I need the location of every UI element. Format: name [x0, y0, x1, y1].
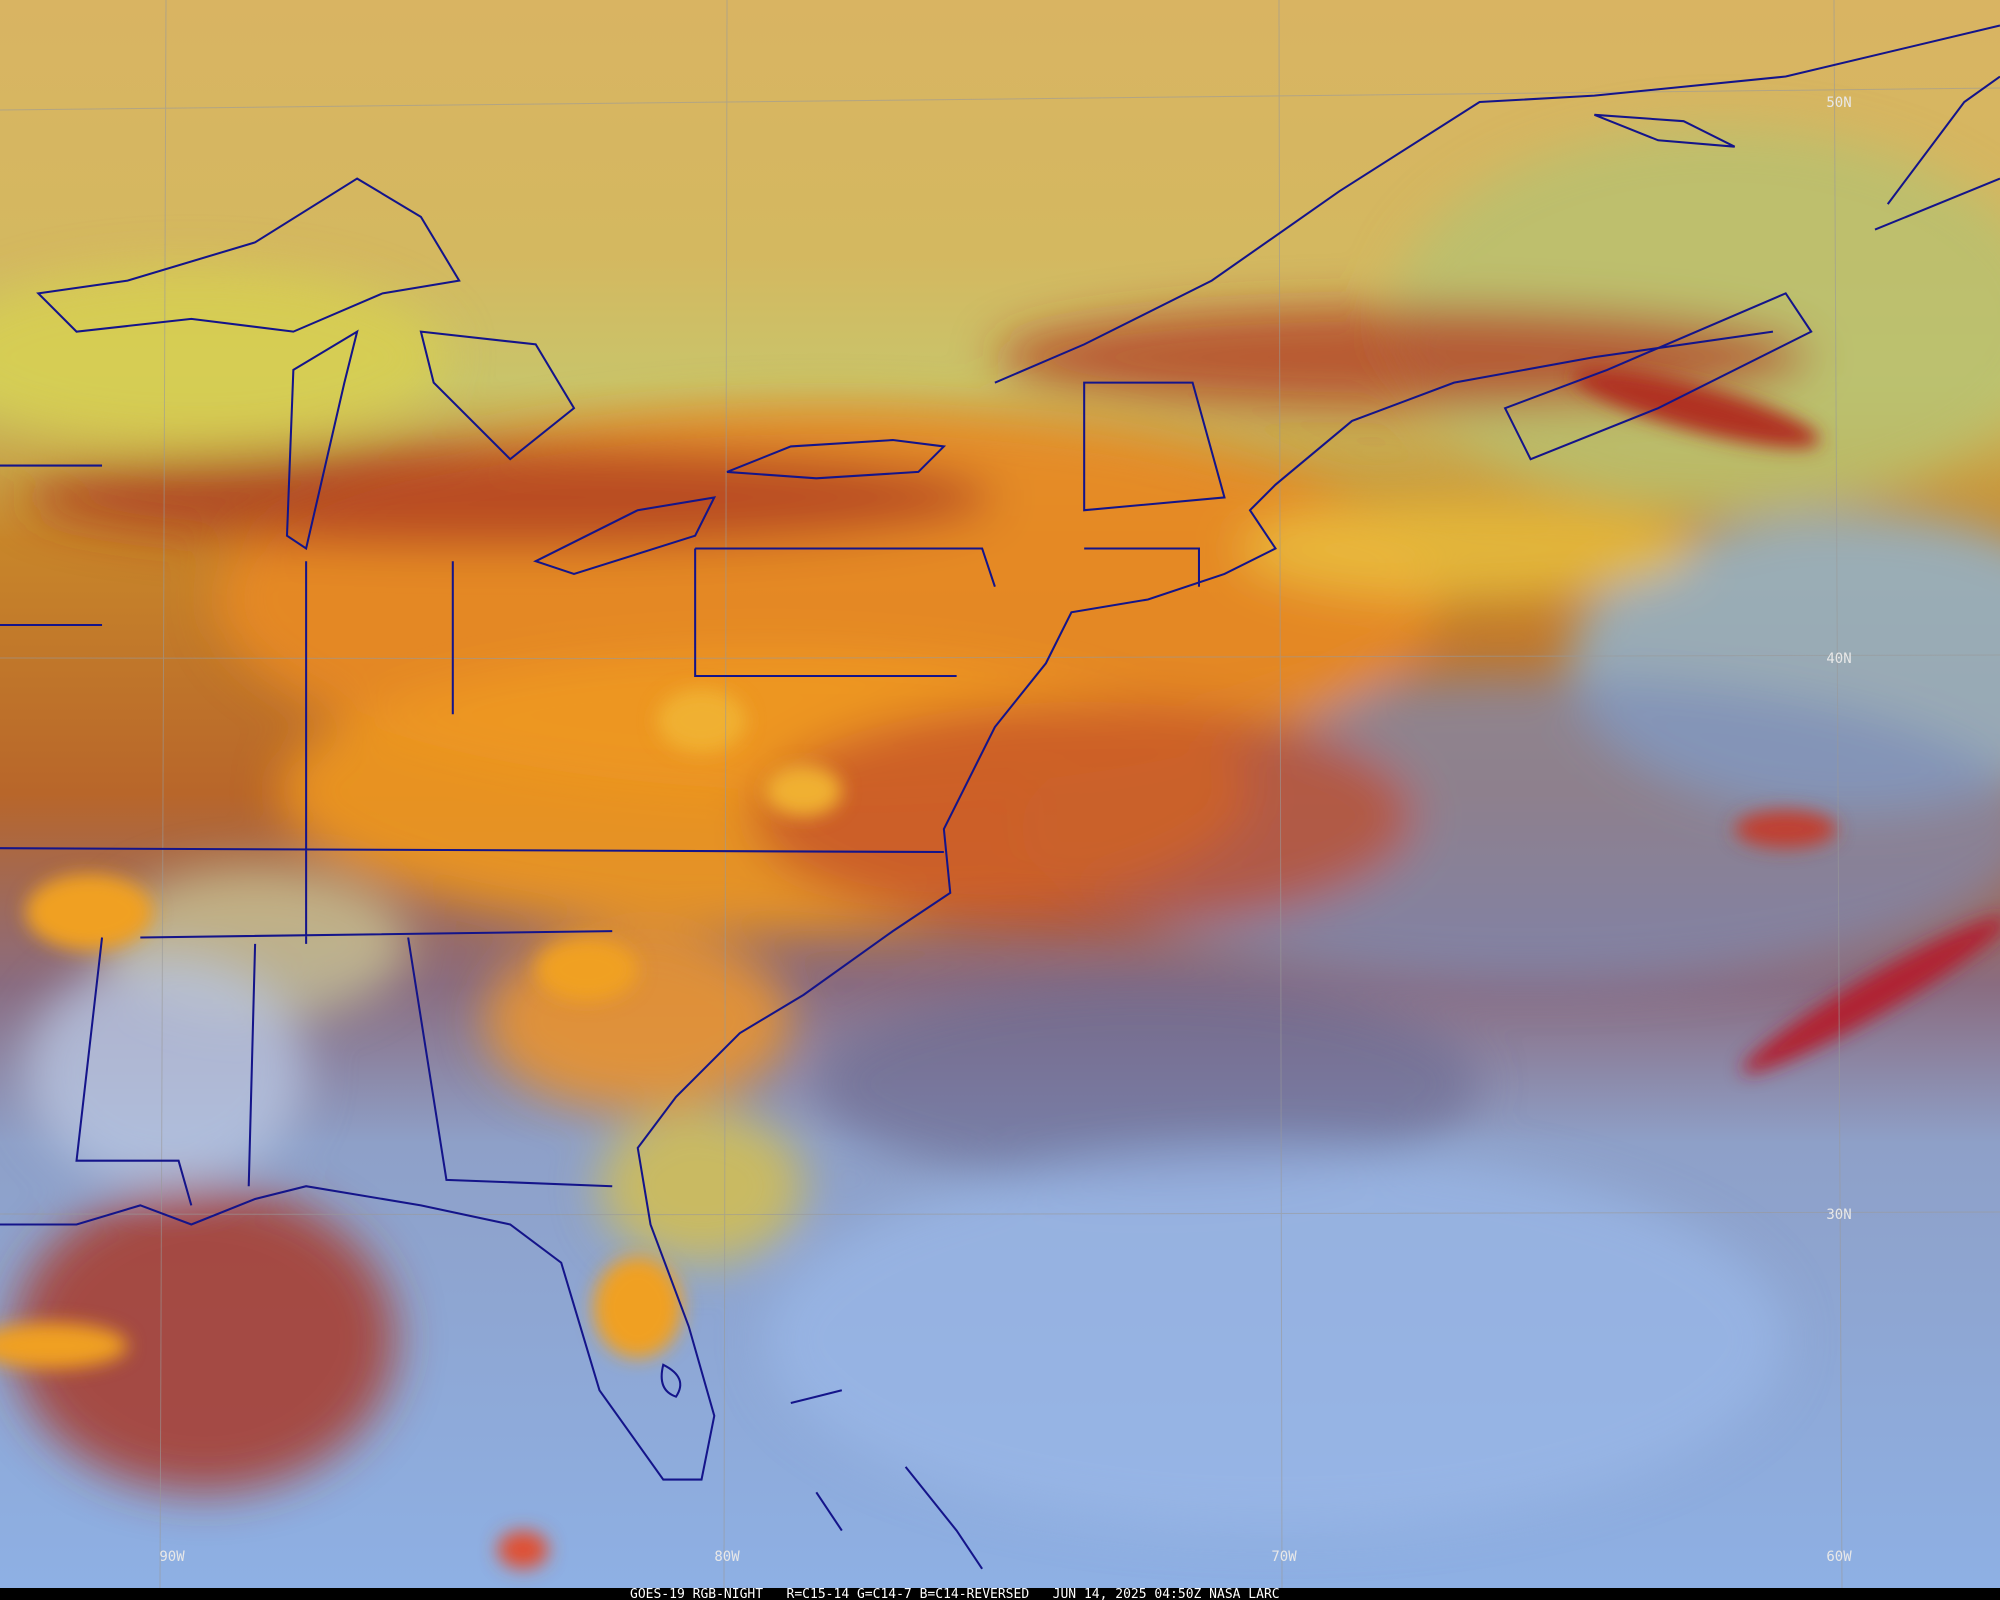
- lon-label: 60W: [1826, 1549, 1852, 1565]
- lat-label: 30N: [1826, 1207, 1851, 1223]
- footer-caption: GOES-19 RGB-NIGHT R=C15-14 G=C14-7 B=C14…: [630, 1587, 1280, 1600]
- lon-label: 90W: [159, 1549, 185, 1565]
- borders: [0, 24, 2000, 1570]
- lat-label: 40N: [1826, 651, 1851, 667]
- lat-label: 50N: [1826, 95, 1851, 111]
- lon-label: 80W: [714, 1549, 740, 1565]
- footer-bar: [0, 1588, 2000, 1600]
- labels: 50N 40N 30N 90W 80W 70W 60W: [159, 95, 1852, 1565]
- lon-label: 70W: [1271, 1549, 1297, 1565]
